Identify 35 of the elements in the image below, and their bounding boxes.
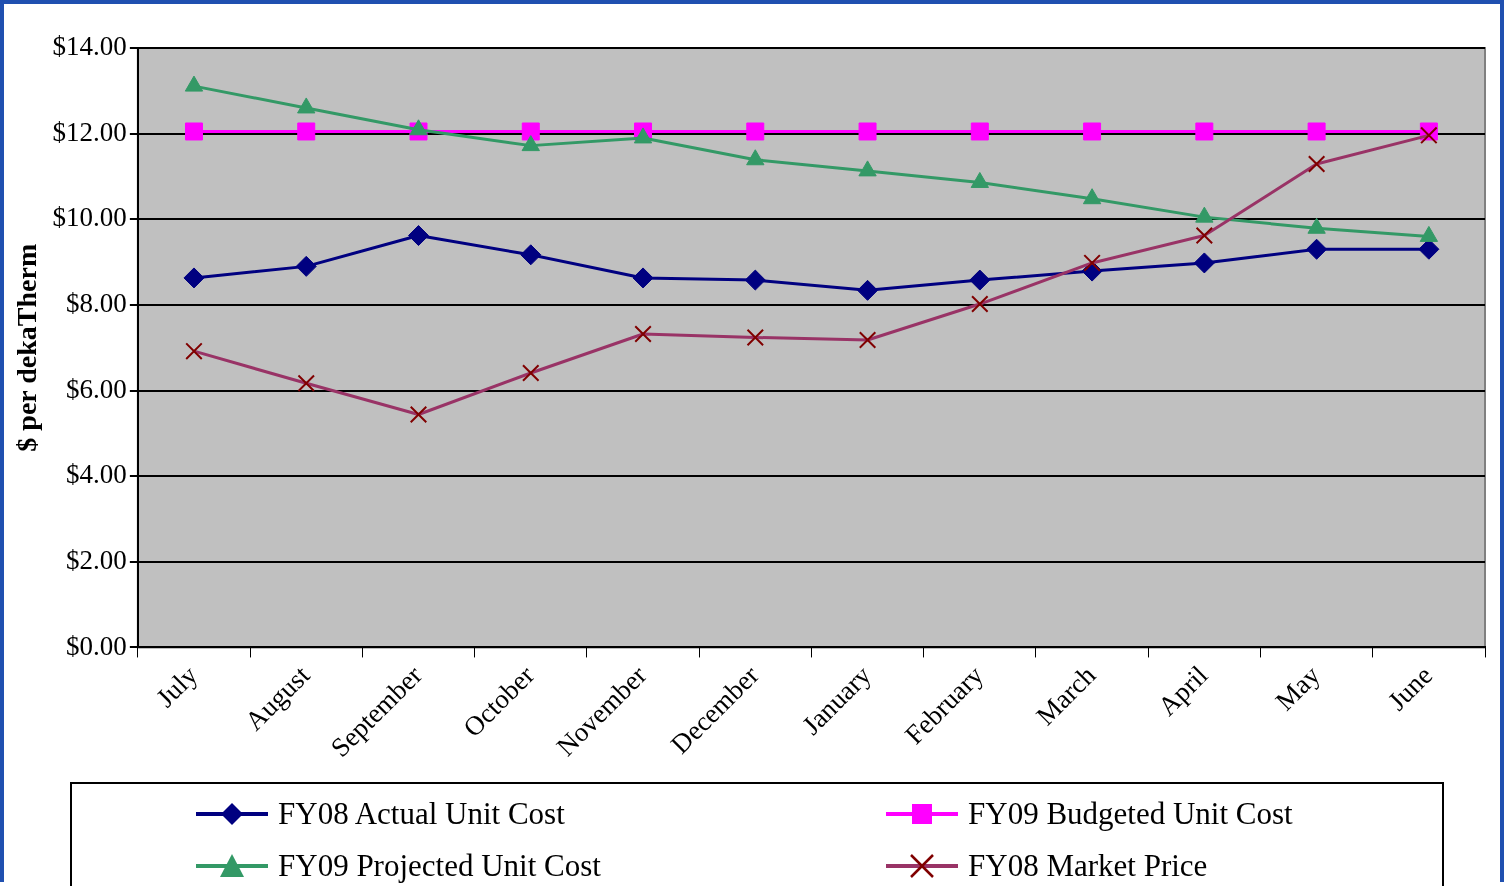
- point: [1307, 122, 1326, 141]
- point: [1193, 252, 1215, 274]
- point: [746, 122, 765, 141]
- point: [297, 122, 316, 141]
- point: [1306, 238, 1328, 260]
- y-tick-label: $8.00: [66, 288, 127, 318]
- legend-label: FY09 Projected Unit Cost: [278, 848, 601, 884]
- y-tick-label: $6.00: [66, 373, 127, 404]
- point: [1195, 122, 1214, 141]
- point: [857, 279, 879, 301]
- point: [183, 267, 205, 289]
- y-tick-label: $4.00: [66, 459, 127, 490]
- y-tick-label: $14.00: [52, 31, 127, 62]
- point: [521, 122, 540, 141]
- point: [970, 122, 989, 141]
- point: [520, 244, 542, 266]
- y-tick-label: $10.00: [52, 202, 127, 233]
- y-axis-title: $ per dekaTherm: [11, 243, 43, 452]
- y-tick-label: $2.00: [66, 544, 127, 575]
- x-tick-label: June: [1381, 659, 1439, 717]
- legend-label: FY08 Actual Unit Cost: [278, 796, 565, 832]
- x-tick-label: May: [1269, 659, 1327, 717]
- point: [295, 255, 317, 277]
- legend-label: FY09 Budgeted Unit Cost: [968, 796, 1293, 832]
- point: [408, 225, 430, 247]
- point: [1083, 122, 1102, 141]
- point: [969, 269, 991, 291]
- y-tick-label: $0.00: [66, 630, 127, 661]
- point: [632, 267, 654, 289]
- x-tick-label: July: [150, 659, 204, 713]
- point: [185, 122, 203, 141]
- point: [858, 122, 877, 141]
- y-tick-label: $12.00: [52, 116, 127, 147]
- point: [744, 269, 766, 291]
- legend-label: FY08 Market Price: [968, 848, 1208, 884]
